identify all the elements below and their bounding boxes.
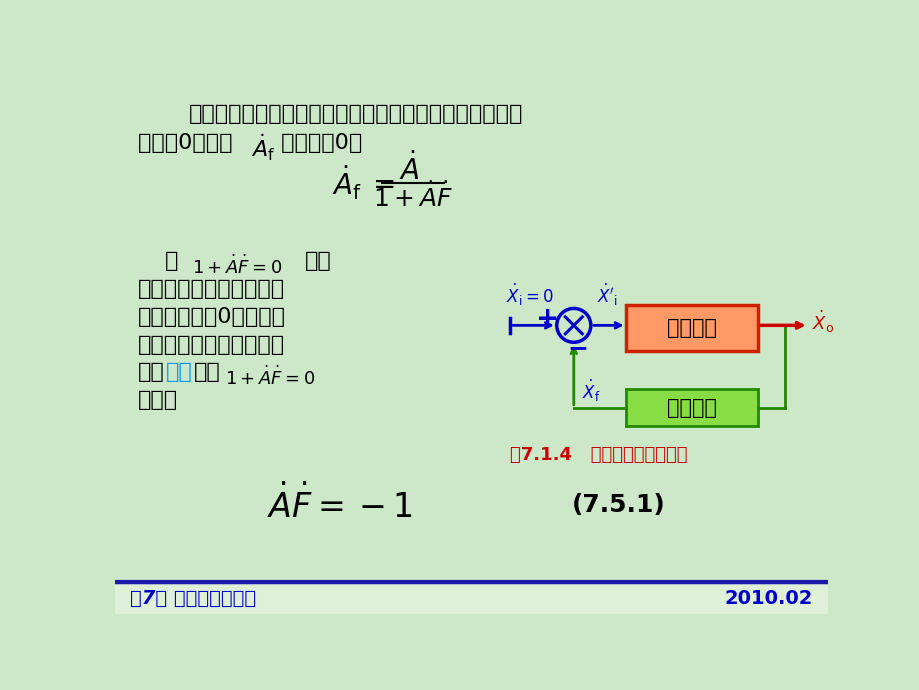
Text: $\dot{A}_\mathrm{f}$: $\dot{A}_\mathrm{f}$ [250, 133, 275, 164]
Text: 放大电路: 放大电路 [666, 317, 717, 337]
Text: 时，: 时， [304, 250, 331, 270]
Text: +: + [535, 305, 559, 333]
Text: 反馈网络: 反馈网络 [666, 397, 717, 417]
Text: 入端接0，则有: 入端接0，则有 [138, 133, 240, 153]
Text: $\dot{A}_\mathrm{f}$: $\dot{A}_\mathrm{f}$ [332, 164, 362, 202]
Text: −: − [566, 337, 587, 360]
Text: 。将: 。将 [194, 362, 221, 382]
Text: $\dot{X}_\mathrm{f}$: $\dot{X}_\mathrm{f}$ [581, 378, 599, 404]
Text: 图7.1.4   放大电路自激方框图: 图7.1.4 放大电路自激方框图 [510, 446, 687, 464]
Text: 的分母为0。: 的分母为0。 [274, 133, 362, 153]
Text: $\dot{X}'_\mathrm{i}$: $\dot{X}'_\mathrm{i}$ [596, 282, 617, 308]
Text: 2010.02: 2010.02 [723, 589, 811, 608]
Text: 根据反馈放大电路的方框图和由反馈的基本方程式，将输: 根据反馈放大电路的方框图和由反馈的基本方程式，将输 [188, 104, 522, 124]
Text: $\dot{X}_\mathrm{o}$: $\dot{X}_\mathrm{o}$ [811, 308, 834, 335]
Text: 路就有输出，放大电路产: 路就有输出，放大电路产 [138, 335, 285, 355]
Text: $\dot{A}\dot{F}=-1$: $\dot{A}\dot{F}=-1$ [267, 484, 413, 525]
Text: 也就是输入为0，放大电: 也就是输入为0，放大电 [138, 307, 286, 327]
Bar [626, 304, 757, 351]
Text: (7.5.1): (7.5.1) [572, 493, 665, 517]
Text: 自激: 自激 [166, 362, 193, 382]
Text: 当: 当 [165, 250, 178, 270]
Bar [626, 389, 757, 426]
Text: $1+\dot{A}\dot{F}=0$: $1+\dot{A}\dot{F}=0$ [225, 366, 315, 389]
Text: 改写为: 改写为 [138, 390, 178, 410]
Text: $1+\dot{A}\dot{F}$: $1+\dot{A}\dot{F}$ [373, 181, 453, 212]
Text: $\dot{A}$: $\dot{A}$ [399, 152, 419, 186]
Text: $1+\dot{A}\dot{F}=0$: $1+\dot{A}\dot{F}=0$ [192, 255, 282, 278]
Text: 相当放大倍数为无穷大，: 相当放大倍数为无穷大， [138, 279, 285, 299]
Text: 第7章 负反馈放大电路: 第7章 负反馈放大电路 [130, 589, 256, 608]
Text: 生了: 生了 [138, 362, 165, 382]
Text: $=$: $=$ [367, 169, 394, 197]
Text: $\dot{X}_\mathrm{i}=0$: $\dot{X}_\mathrm{i}=0$ [505, 282, 553, 308]
Bar [115, 582, 827, 614]
